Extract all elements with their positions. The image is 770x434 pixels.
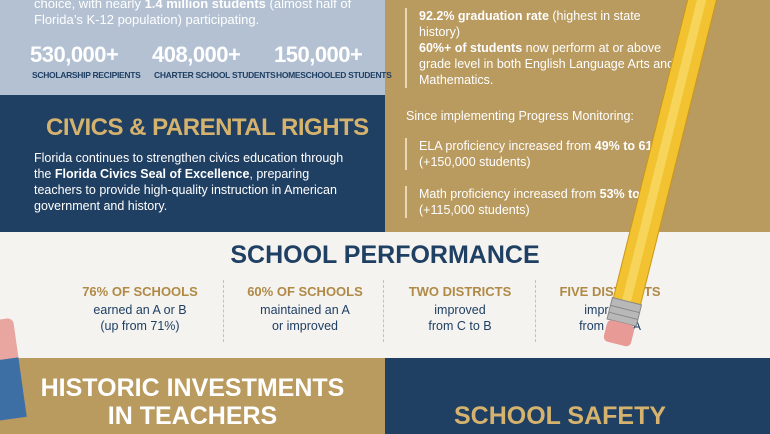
column-text: from B to A bbox=[579, 319, 641, 333]
intro-text: choice, with nearly 1.4 million students… bbox=[34, 0, 354, 28]
civics-body: Florida continues to strengthen civics e… bbox=[34, 150, 354, 214]
performance-title: SCHOOL PERFORMANCE bbox=[230, 241, 540, 269]
teachers-title: IN TEACHERS bbox=[107, 402, 278, 430]
bold-text: 53% to 62% bbox=[599, 187, 669, 201]
column-text: from C to B bbox=[428, 319, 492, 333]
text: choice, with nearly bbox=[34, 0, 145, 11]
column-text: or improved bbox=[272, 319, 338, 333]
stat-label: CHARTER SCHOOL STUDENTS bbox=[154, 70, 276, 80]
teachers-panel bbox=[0, 358, 385, 434]
bold-text: 60%+ of students bbox=[419, 41, 523, 55]
stat-value: 150,000+ bbox=[274, 42, 363, 67]
column-text: improved bbox=[434, 303, 486, 317]
text: Since implementing Progress Monitoring: bbox=[406, 109, 634, 123]
column-text: maintained an A bbox=[260, 303, 350, 317]
result-item: Math proficiency increased from 53% to 6… bbox=[405, 186, 677, 218]
civics-title: CIVICS & PARENTAL RIGHTS bbox=[46, 114, 369, 141]
result-note: Since implementing Progress Monitoring: bbox=[406, 108, 676, 124]
bold-text: Florida Civics Seal of Excellence bbox=[54, 167, 250, 181]
text: Math proficiency increased from bbox=[419, 187, 600, 201]
column-divider bbox=[382, 280, 384, 342]
column-heading: TWO DISTRICTS bbox=[408, 284, 512, 299]
column-text: (up from 71%) bbox=[100, 319, 180, 333]
result-item: 60%+ of students now perform at or above… bbox=[405, 40, 677, 88]
text: Florida continues to strengthen civics e… bbox=[34, 151, 344, 181]
column-divider bbox=[222, 280, 224, 342]
column-divider bbox=[535, 280, 536, 342]
result-item: 92.2% graduation rate (highest in state … bbox=[405, 8, 677, 40]
stat-value: 530,000+ bbox=[30, 42, 119, 67]
text: (+150,000 students) bbox=[419, 155, 531, 169]
column-heading: 60% OF SCHOOLS bbox=[247, 284, 363, 299]
civics-panel bbox=[0, 95, 385, 232]
teachers-title: HISTORIC INVESTMENTS bbox=[40, 374, 345, 402]
text: (almost half of Florida’s K-12 populatio… bbox=[34, 0, 352, 27]
safety-panel bbox=[385, 358, 770, 434]
stat-label: SCHOLARSHIP RECIPIENTS bbox=[32, 70, 141, 80]
bold-text: 1.4 million students bbox=[144, 0, 266, 11]
column-heading: 76% OF SCHOOLS bbox=[82, 284, 198, 299]
text: , preparing teachers to provide high-qua… bbox=[34, 167, 337, 213]
text: (+115,000 students) bbox=[419, 203, 530, 217]
bold-text: 49% to 61% bbox=[594, 139, 664, 153]
column-text: improved bbox=[584, 303, 636, 317]
bold-text: 92.2% graduation rate bbox=[419, 9, 549, 23]
stat-value: 408,000+ bbox=[152, 42, 241, 67]
text: ELA proficiency increased from bbox=[419, 139, 595, 153]
safety-title: SCHOOL SAFETY bbox=[453, 402, 667, 430]
column-text: earned an A or B bbox=[93, 303, 187, 317]
column-heading: FIVE DISTRICTS bbox=[559, 284, 661, 299]
stat-label: HOMESCHOOLED STUDENTS bbox=[276, 70, 392, 80]
result-item: ELA proficiency increased from 49% to 61… bbox=[405, 138, 677, 170]
choice-panel bbox=[0, 0, 385, 95]
